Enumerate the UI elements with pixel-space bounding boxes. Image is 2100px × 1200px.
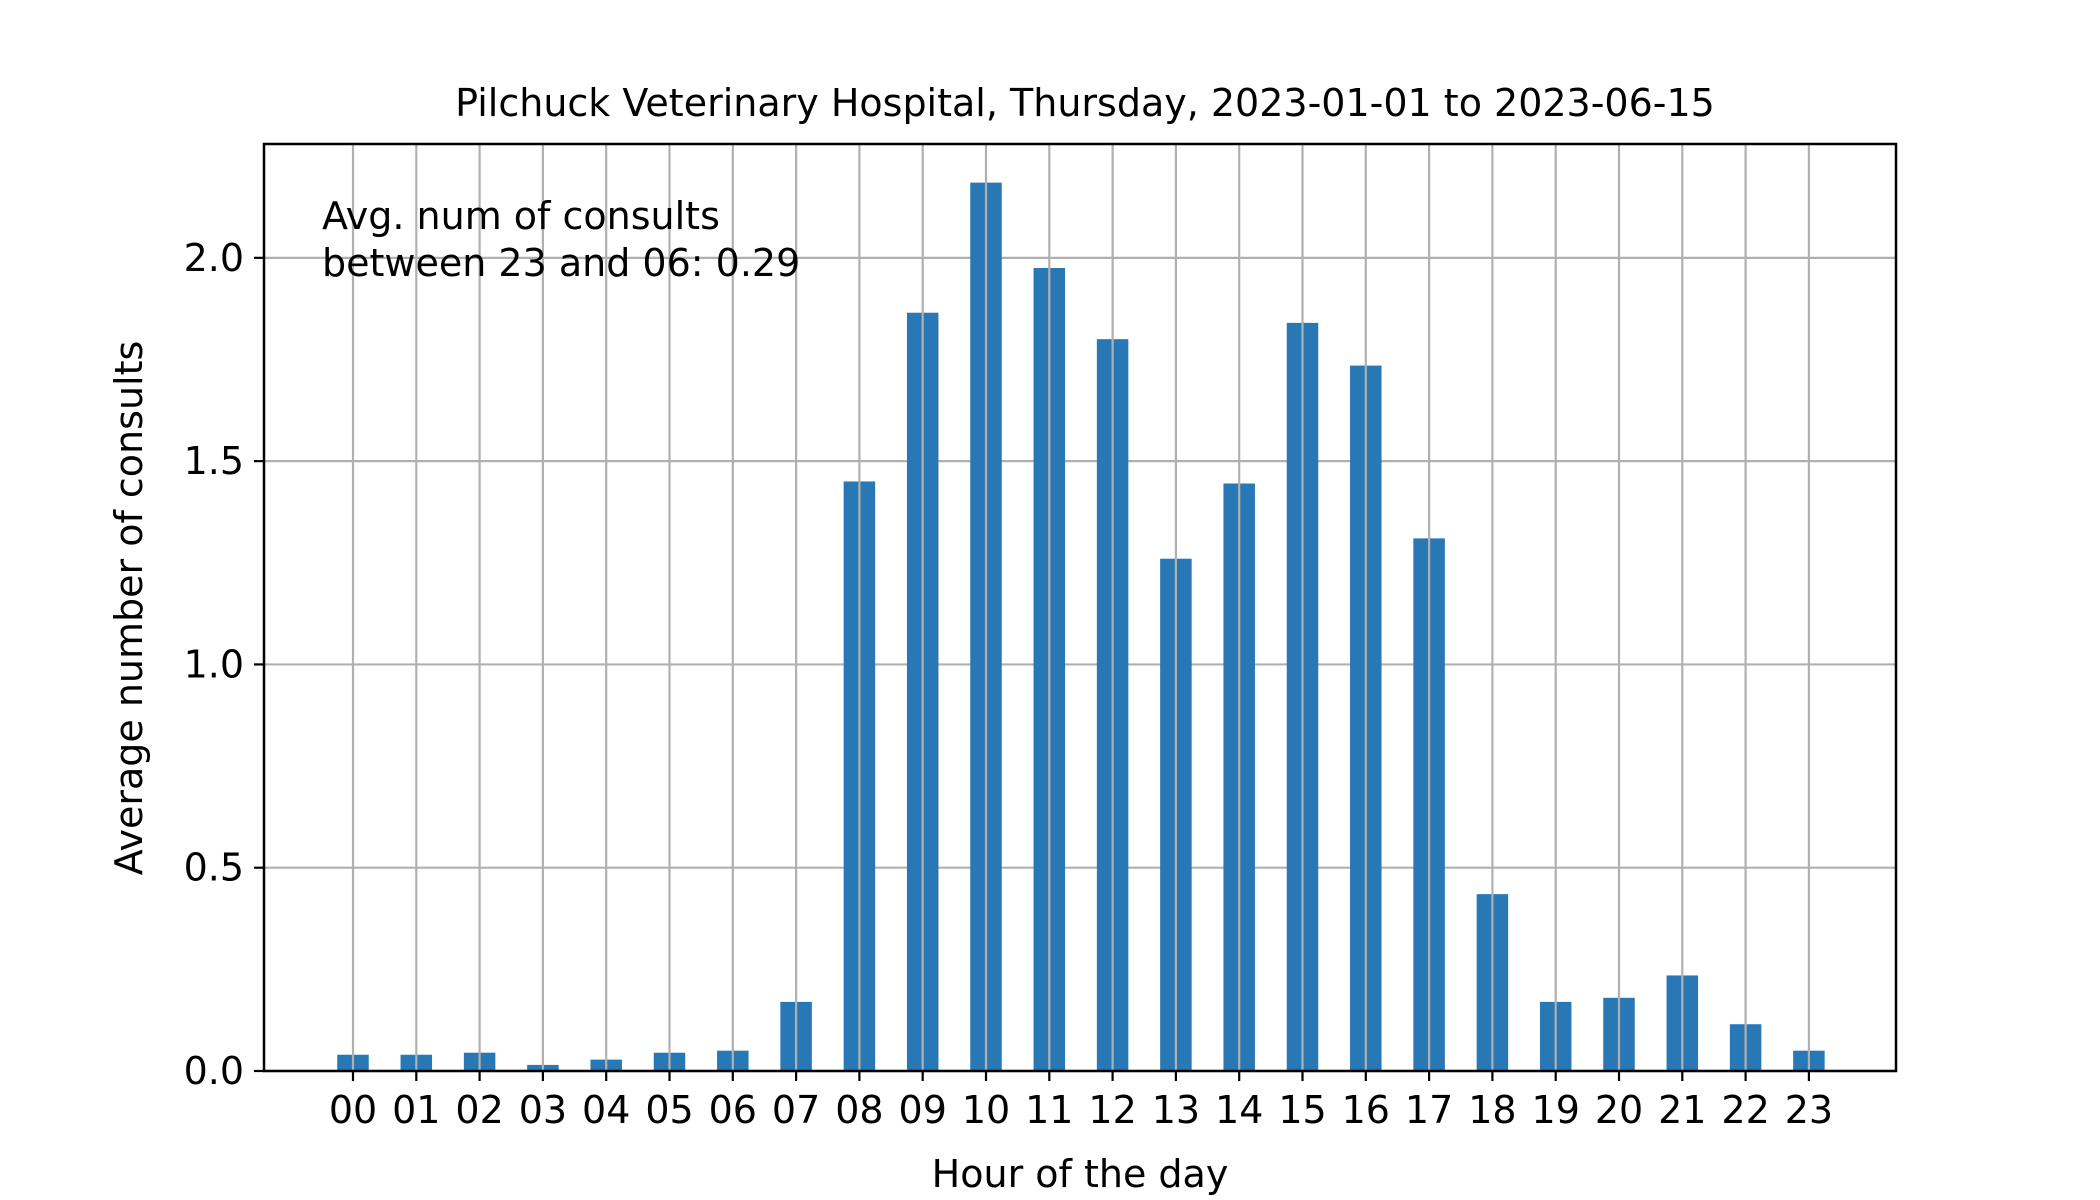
- x-tick-label: 13: [1152, 1088, 1200, 1132]
- x-tick-label: 01: [392, 1088, 440, 1132]
- annotation-line-1: Avg. num of consults: [322, 194, 720, 238]
- y-tick-label: 2.0: [184, 236, 244, 280]
- y-axis: 0.0 0.5 1.0 1.5 2.0: [184, 236, 264, 1093]
- x-tick-label: 08: [835, 1088, 883, 1132]
- x-tick-label: 14: [1215, 1088, 1263, 1132]
- x-tick-label: 23: [1785, 1088, 1833, 1132]
- x-tick-label: 07: [772, 1088, 820, 1132]
- x-tick-label: 12: [1088, 1088, 1136, 1132]
- x-tick-label: 19: [1532, 1088, 1580, 1132]
- x-tick-label: 00: [329, 1088, 377, 1132]
- x-tick-label: 04: [582, 1088, 630, 1132]
- chart-title: Pilchuck Veterinary Hospital, Thursday, …: [455, 81, 1715, 125]
- x-tick-label: 15: [1278, 1088, 1326, 1132]
- y-tick-label: 0.0: [184, 1049, 244, 1093]
- x-axis: 00 01 02 03 04 05 06 07 08 09 10 11 12 13 14 15 16 17 18 19…: [329, 1071, 1833, 1132]
- x-tick-label: 02: [455, 1088, 503, 1132]
- x-tick-label: 09: [899, 1088, 947, 1132]
- y-tick-label: 1.0: [184, 642, 244, 686]
- plot-frame: [262, 142, 1898, 1073]
- x-axis-label: Hour of the day: [932, 1152, 1229, 1196]
- y-tick-label: 1.5: [184, 439, 244, 483]
- x-tick-label: 21: [1658, 1088, 1706, 1132]
- y-axis-label: Average number of consults: [107, 341, 151, 876]
- x-tick-label: 22: [1721, 1088, 1769, 1132]
- x-tick-label: 03: [519, 1088, 567, 1132]
- x-tick-label: 17: [1405, 1088, 1453, 1132]
- x-tick-label: 18: [1468, 1088, 1516, 1132]
- x-tick-label: 05: [645, 1088, 693, 1132]
- x-tick-label: 10: [962, 1088, 1010, 1132]
- vertical-grid-layer: [351, 144, 1811, 1071]
- y-tick-label: 0.5: [184, 846, 244, 890]
- annotation-line-2: between 23 and 06: 0.29: [322, 241, 800, 285]
- x-tick-label: 20: [1595, 1088, 1643, 1132]
- x-tick-label: 06: [709, 1088, 757, 1132]
- x-tick-label: 11: [1025, 1088, 1073, 1132]
- x-tick-label: 16: [1342, 1088, 1390, 1132]
